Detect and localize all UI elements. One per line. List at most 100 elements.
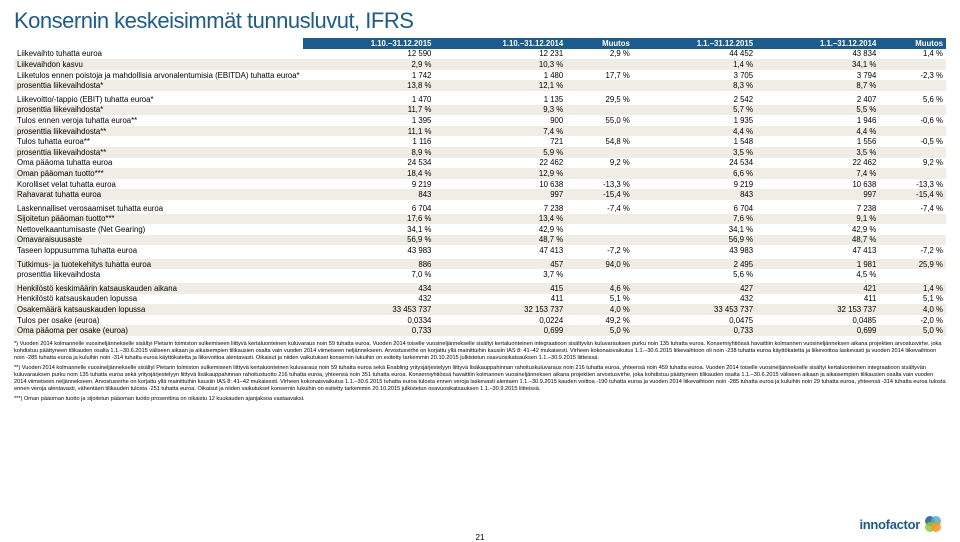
logo-mark-icon <box>924 515 942 533</box>
table-cell: 434 <box>303 283 435 294</box>
page-container: Konsernin keskeisimmät tunnusluvut, IFRS… <box>0 0 960 410</box>
table-cell: 5,1 % <box>879 294 946 305</box>
page-title: Konsernin keskeisimmät tunnusluvut, IFRS <box>14 8 946 34</box>
table-cell: 29,5 % <box>566 94 633 105</box>
table-cell: 17,6 % <box>303 214 435 225</box>
col-header: 1.10.–31.12.2014 <box>434 38 566 49</box>
table-row: prosenttia liikevaihdosta7,0 %3,7 %5,6 %… <box>14 269 946 280</box>
table-row: Tulos per osake (euroa)0,03340,022449,2 … <box>14 315 946 326</box>
table-cell <box>566 269 633 280</box>
table-cell: 11,7 % <box>303 105 435 116</box>
table-cell: -15,4 % <box>566 189 633 200</box>
table-row: Korolliset velat tuhatta euroa9 21910 63… <box>14 179 946 190</box>
page-number: 21 <box>476 533 485 542</box>
table-cell <box>566 80 633 91</box>
table-cell: Nettovelkaantumisaste (Net Gearing) <box>14 224 303 235</box>
table-cell: 13,4 % <box>434 214 566 225</box>
table-cell: 48,7 % <box>756 235 879 246</box>
table-cell: 8,3 % <box>633 80 756 91</box>
table-cell: 7 238 <box>434 203 566 214</box>
table-cell: prosenttia liikevaihdosta <box>14 269 303 280</box>
table-cell: -2,3 % <box>879 70 946 81</box>
table-cell: 47 413 <box>756 245 879 256</box>
table-cell: 10 638 <box>434 179 566 190</box>
table-cell: 3 705 <box>633 70 756 81</box>
table-cell: 22 462 <box>434 158 566 169</box>
table-cell <box>879 269 946 280</box>
table-cell: 5,1 % <box>566 294 633 305</box>
table-cell: 32 153 737 <box>434 304 566 315</box>
table-cell: Oma pääoma tuhatta euroa <box>14 158 303 169</box>
table-cell: 415 <box>434 283 566 294</box>
table-row: Tulos ennen veroja tuhatta euroa**1 3959… <box>14 115 946 126</box>
table-cell <box>566 235 633 246</box>
financial-table: 1.10.–31.12.20151.10.–31.12.2014Muutos1.… <box>14 38 946 336</box>
table-cell: 13,8 % <box>303 80 435 91</box>
table-cell: 42,9 % <box>434 224 566 235</box>
table-cell: 2 407 <box>756 94 879 105</box>
table-cell: 1 935 <box>633 115 756 126</box>
table-cell: prosenttia liikevaihdosta* <box>14 80 303 91</box>
table-cell: 3,5 % <box>633 147 756 158</box>
table-cell: 5,0 % <box>879 325 946 336</box>
table-row: Oma pääoma per osake (euroa)0,7330,6995,… <box>14 325 946 336</box>
table-cell: 17,7 % <box>566 70 633 81</box>
table-cell: Laskennalliset verosaamiset tuhatta euro… <box>14 203 303 214</box>
table-cell: 42,9 % <box>756 224 879 235</box>
table-row: prosenttia liikevaihdosta**11,1 %7,4 %4,… <box>14 126 946 137</box>
table-cell: 56,9 % <box>633 235 756 246</box>
table-cell: Oman pääoman tuotto*** <box>14 168 303 179</box>
table-cell <box>566 168 633 179</box>
table-cell: -15,4 % <box>879 189 946 200</box>
table-row: Taseen loppusumma tuhatta euroa43 98347 … <box>14 245 946 256</box>
table-row: Henkilöstö keskimäärin katsauskauden aik… <box>14 283 946 294</box>
table-row: prosenttia liikevaihdosta*13,8 %12,1 %8,… <box>14 80 946 91</box>
table-cell: 3,7 % <box>434 269 566 280</box>
logo-text: innofactor <box>859 517 920 532</box>
table-cell: 2 542 <box>633 94 756 105</box>
table-cell: 0,0485 <box>756 315 879 326</box>
table-cell: 43 983 <box>633 245 756 256</box>
table-cell <box>879 168 946 179</box>
footnote: **) Vuoden 2014 kolmannelle vuosineljänn… <box>14 365 946 393</box>
table-cell: 1 395 <box>303 115 435 126</box>
table-row: Oma pääoma tuhatta euroa 24 534 22 462 9,2 … <box>14 158 946 169</box>
table-row: Tutkimus- ja tuotekehitys tuhatta euroa8… <box>14 259 946 270</box>
table-cell: 3 794 <box>756 70 879 81</box>
table-cell: 34,1 % <box>756 59 879 70</box>
table-cell: -7,2 % <box>566 245 633 256</box>
table-row: Omavaraisuusaste56,9 %48,7 %56,9 %48,7 % <box>14 235 946 246</box>
table-cell: 421 <box>756 283 879 294</box>
table-cell: 0,0334 <box>303 315 435 326</box>
company-logo: innofactor <box>859 515 942 533</box>
table-row: prosenttia liikevaihdosta*11,7 %9,3 %5,7… <box>14 105 946 116</box>
table-cell <box>566 59 633 70</box>
table-cell: 0,699 <box>434 325 566 336</box>
table-cell: 24 534 <box>633 158 756 169</box>
table-cell: 1 480 <box>434 70 566 81</box>
table-cell: 9,2 % <box>879 158 946 169</box>
table-row: Nettovelkaantumisaste (Net Gearing)34,1 … <box>14 224 946 235</box>
table-cell: 1 548 <box>633 136 756 147</box>
table-cell: 1,4 % <box>879 49 946 60</box>
table-cell <box>879 224 946 235</box>
table-cell: -13,3 % <box>566 179 633 190</box>
table-cell: Osakemäärä katsauskauden lopussa <box>14 304 303 315</box>
table-cell: 2,9 % <box>303 59 435 70</box>
table-cell: prosenttia liikevaihdosta* <box>14 105 303 116</box>
table-cell: 886 <box>303 259 435 270</box>
table-cell: 427 <box>633 283 756 294</box>
table-cell: -2,0 % <box>879 315 946 326</box>
table-cell: 33 453 737 <box>633 304 756 315</box>
table-cell <box>566 147 633 158</box>
table-cell: Tulos ennen veroja tuhatta euroa** <box>14 115 303 126</box>
table-cell: 2 495 <box>633 259 756 270</box>
table-cell <box>566 214 633 225</box>
table-cell: 411 <box>434 294 566 305</box>
table-cell: 3,5 % <box>756 147 879 158</box>
table-cell: Tulos per osake (euroa) <box>14 315 303 326</box>
table-cell <box>566 126 633 137</box>
table-cell <box>879 214 946 225</box>
table-cell: 843 <box>633 189 756 200</box>
table-cell: 5,5 % <box>756 105 879 116</box>
